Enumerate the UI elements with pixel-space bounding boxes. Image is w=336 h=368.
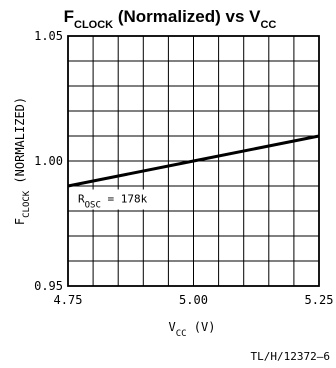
fclock-vs-vcc-line bbox=[67, 134, 320, 188]
annotation-backdrop bbox=[74, 189, 158, 210]
y-tick-label: 1.05 bbox=[34, 29, 63, 43]
x-tick-label: 5.25 bbox=[305, 293, 334, 307]
y-tick-labels: 0.95 1.00 1.05 bbox=[34, 29, 63, 293]
plot-frame bbox=[67, 35, 320, 287]
y-tick-label: 0.95 bbox=[34, 279, 63, 293]
x-axis-label: VCC (V) bbox=[169, 320, 216, 339]
y-tick-label: 1.00 bbox=[34, 154, 63, 168]
rosc-annotation: ROSC = 178k bbox=[78, 193, 148, 211]
x-tick-label: 4.75 bbox=[54, 293, 83, 307]
x-tick-labels: 4.75 5.00 5.25 bbox=[54, 293, 334, 307]
chart-title: FCLOCK (Normalized) vs VCC bbox=[64, 7, 277, 31]
figure-reference: TL/H/12372–6 bbox=[251, 350, 330, 363]
y-axis-label: FCLOCK (NORMALIZED) bbox=[13, 97, 32, 225]
x-tick-label: 5.00 bbox=[179, 293, 208, 307]
